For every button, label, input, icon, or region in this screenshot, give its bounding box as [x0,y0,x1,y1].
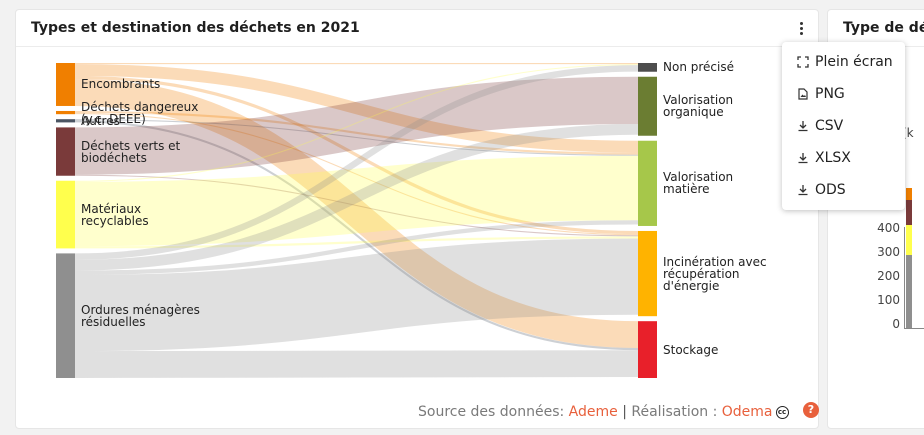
sankey-link-ordures-organique[interactable] [74,123,639,271]
menu-item-png[interactable]: PNG [797,84,845,104]
sankey-node-label-stockage: Stockage [663,343,719,357]
y-tick: 0 [892,317,900,331]
help-icon[interactable]: ? [803,402,819,418]
sankey-link-dangereux-incineration[interactable] [74,113,639,236]
sankey-link-encombrants-matiere[interactable] [74,64,639,153]
sankey-node-label-materiaux: Matériaux recyclables [81,202,149,228]
bar-segment [906,200,912,225]
sankey-node-label-nonprecise: Non précisé [663,60,734,74]
sankey-node-label-encombrants: Encombrants [81,77,161,91]
menu-item-label: ODS [815,182,846,198]
sankey-link-materiaux-nonprecise[interactable] [74,64,639,182]
footer-separator: | [622,404,627,420]
sankey-node-organique[interactable] [638,76,657,136]
card-title: Type de déc [843,20,924,36]
axis-unit: (k [902,126,914,140]
sankey-node-label-verts: Déchets verts et biodéchets [81,139,181,165]
menu-item-fullscreen[interactable]: Plein écran [797,52,893,72]
sankey-link-ordures-nonprecise[interactable] [74,65,639,260]
sankey-node-label-dangereux: Déchets dangereux (y.c. DEEE) [81,100,199,126]
y-tick: 400 [877,221,900,235]
sankey-link-ordures-stockage[interactable] [74,350,639,378]
source-prefix: Source des données: [418,404,569,420]
sankey-link-verts-incineration[interactable] [74,174,639,237]
sankey-link-materiaux-matiere[interactable] [74,155,639,247]
sankey-node-encombrants[interactable] [56,63,75,106]
card-title: Types et destination des déchets en 2021 [31,20,360,36]
bar-segment [906,188,912,200]
sankey-node-ordures[interactable] [56,253,75,378]
y-tick: 200 [877,269,900,283]
sankey-node-autres[interactable] [56,119,75,123]
sankey-node-label-incineration: Incinération avec récupération d'énergie [663,255,767,293]
sankey-node-label-autres: Autres [81,114,120,128]
sankey-link-ordures-incineration[interactable] [74,238,639,352]
y-axis-line [904,227,905,329]
sankey-chart [56,62,657,378]
menu-item-label: XLSX [815,150,851,166]
sankey-node-verts[interactable] [56,127,75,176]
bar-segment [906,255,912,329]
download-icon [798,153,808,164]
y-tick: 300 [877,245,900,259]
download-icon [798,185,808,196]
sankey-link-ordures-matiere[interactable] [74,220,639,275]
sankey-link-encombrants-stockage[interactable] [74,79,639,349]
sankey-link-autres-stockage[interactable] [74,120,639,351]
more-options-icon[interactable] [794,20,808,38]
sankey-node-incineration[interactable] [638,230,657,317]
sankey-node-matiere[interactable] [638,140,657,226]
bar-segment [906,225,912,255]
fullscreen-icon [797,56,809,68]
source-link[interactable]: Ademe [568,404,618,420]
sankey-card: Types et destination des déchets en 2021… [15,9,819,429]
cc-by-icon[interactable]: cc [775,405,789,419]
menu-item-label: Plein écran [815,54,893,70]
sankey-node-nonprecise[interactable] [638,63,657,72]
x-axis-line [904,328,924,329]
sankey-node-dangereux[interactable] [56,110,75,115]
export-menu: Plein écran PNG CSV XLSX ODS [782,42,905,210]
credit-link[interactable]: Odema [721,404,773,420]
sankey-node-stockage[interactable] [638,321,657,378]
title-divider [16,46,818,47]
sankey-node-label-ordures: Ordures ménagères résiduelles [81,303,200,329]
credit-prefix: Réalisation : [626,404,722,420]
footer: Source des données: Ademe | Réalisation … [418,404,789,420]
menu-item-ods[interactable]: ODS [797,180,846,200]
menu-item-xlsx[interactable]: XLSX [797,148,851,168]
menu-item-label: CSV [815,118,844,134]
sankey-node-materiaux[interactable] [56,180,75,249]
sankey-node-label-organique: Valorisation organique [663,93,734,119]
sankey-link-verts-organique[interactable] [74,76,639,175]
sankey-link-encombrants-incineration[interactable] [74,75,639,235]
file-image-icon [798,88,808,100]
menu-item-csv[interactable]: CSV [797,116,843,136]
y-tick: 100 [877,293,900,307]
sankey-link-autres-matiere[interactable] [74,119,639,156]
sankey-link-materiaux-incineration[interactable] [74,236,639,249]
menu-item-label: PNG [815,86,845,102]
download-icon [798,121,808,132]
sankey-node-label-matiere: Valorisation matière [663,170,734,196]
sankey-link-dangereux-matiere[interactable] [74,110,639,155]
